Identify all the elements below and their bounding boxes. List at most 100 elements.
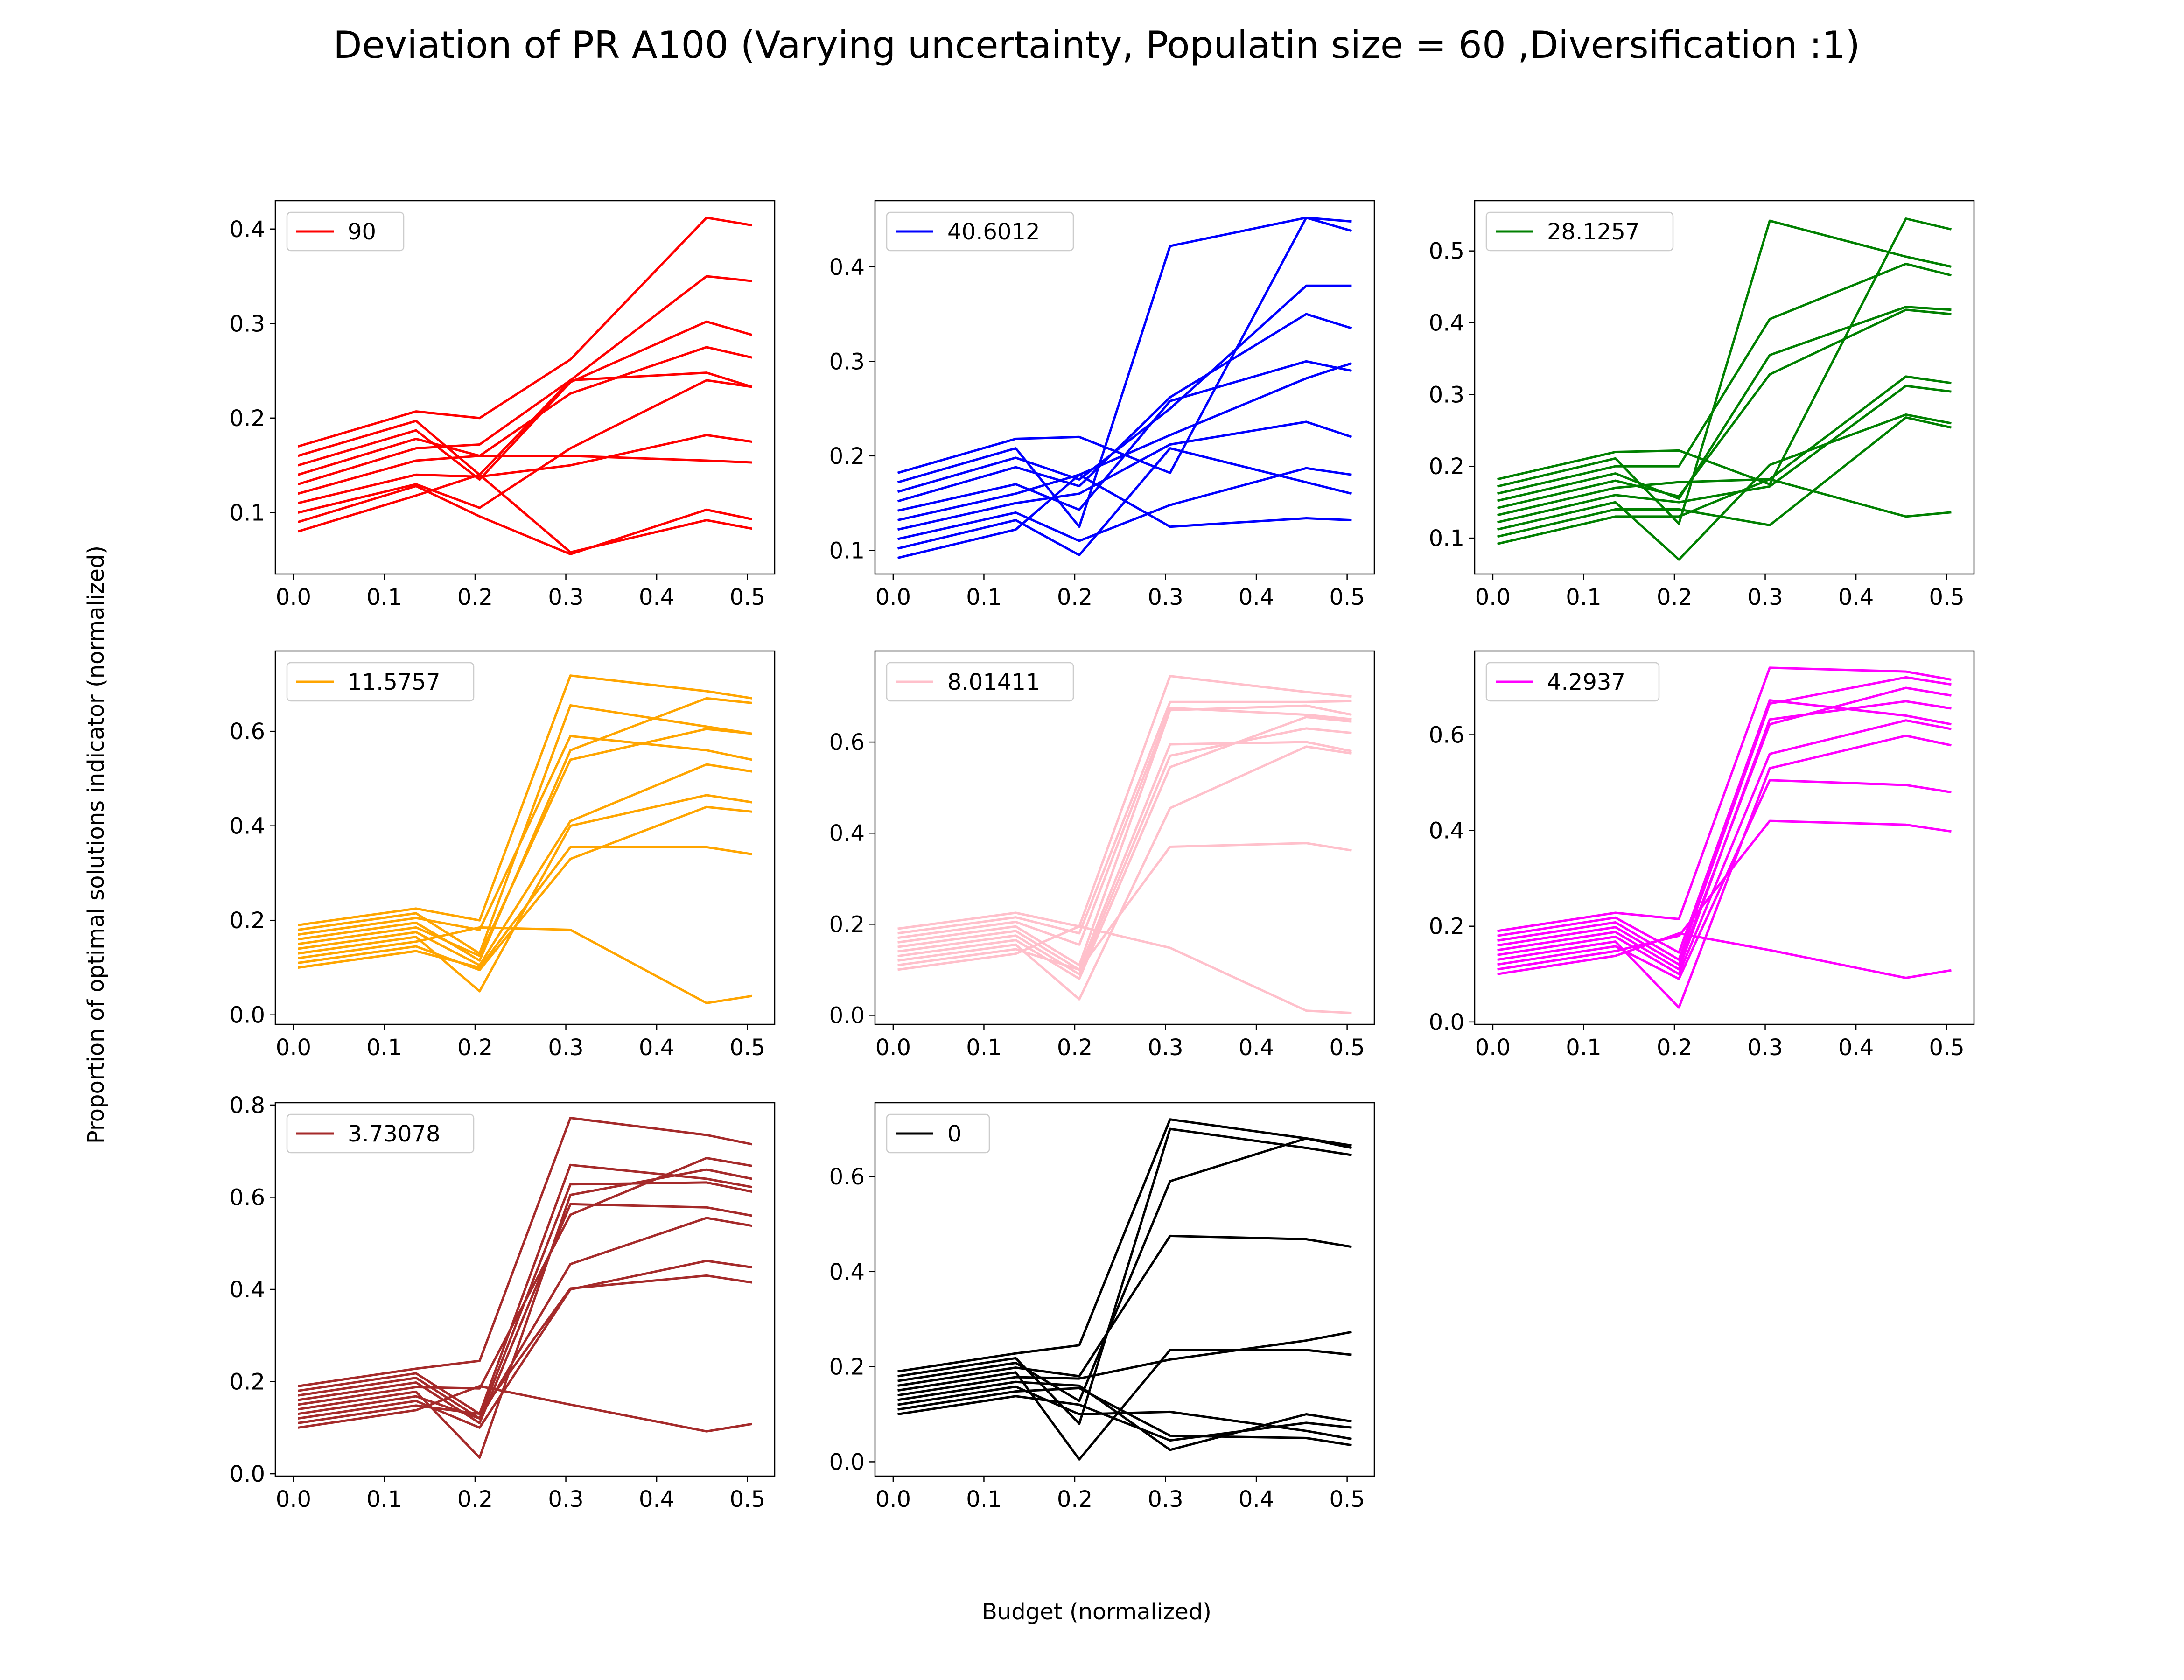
series-line-1 bbox=[298, 674, 752, 926]
legend-box bbox=[886, 662, 1074, 702]
series-line-4 bbox=[298, 1203, 752, 1424]
x-tick-label: 0.1 bbox=[366, 1035, 402, 1061]
legend-box bbox=[1485, 662, 1660, 702]
series-line-10 bbox=[298, 846, 752, 969]
x-tick-label: 0.4 bbox=[1838, 1035, 1874, 1061]
x-tick-label: 0.0 bbox=[875, 1035, 911, 1061]
x-tick-label: 0.1 bbox=[966, 1035, 1001, 1061]
legend: 3.73078 bbox=[286, 1113, 475, 1154]
y-tick-label: 0.0 bbox=[829, 1002, 865, 1029]
series-line-8 bbox=[298, 379, 752, 514]
legend-label: 90 bbox=[348, 219, 376, 245]
series-line-1 bbox=[897, 217, 1352, 474]
legend-label: 4.2937 bbox=[1547, 669, 1625, 695]
x-tick-label: 0.5 bbox=[1329, 584, 1365, 610]
legend-label: 11.5757 bbox=[348, 669, 441, 695]
y-tick-label: 0.6 bbox=[1429, 722, 1464, 748]
series-line-3 bbox=[297, 320, 753, 481]
series-line-2 bbox=[897, 217, 1352, 528]
x-tick-label: 0.0 bbox=[875, 1486, 911, 1512]
x-tick-label: 0.3 bbox=[1148, 1486, 1183, 1512]
series-line-5 bbox=[897, 741, 1352, 971]
plot-frame bbox=[1474, 650, 1975, 1025]
series-line-6 bbox=[1497, 375, 1952, 517]
y-tick-label: 0.6 bbox=[829, 1164, 865, 1190]
x-tick-label: 0.1 bbox=[966, 1486, 1001, 1512]
y-tick-label: 0.4 bbox=[829, 1259, 865, 1285]
x-tick-label: 0.4 bbox=[1239, 584, 1274, 610]
series-line-1 bbox=[1497, 217, 1952, 486]
series-line-6 bbox=[298, 763, 752, 966]
series-line-8 bbox=[298, 1260, 752, 1429]
series-line-6 bbox=[297, 455, 752, 495]
x-tick-label: 0.3 bbox=[1747, 1035, 1783, 1061]
legend-label: 3.73078 bbox=[348, 1121, 441, 1147]
x-tick-label: 0.2 bbox=[1057, 584, 1092, 610]
series-line-5 bbox=[1497, 308, 1952, 509]
x-tick-label: 0.4 bbox=[1239, 1486, 1274, 1512]
series-line-10 bbox=[1497, 478, 1952, 545]
series-line-8 bbox=[897, 745, 1352, 1001]
x-axis-label: Budget (normalized) bbox=[982, 1599, 1211, 1625]
series-line-4 bbox=[1497, 306, 1952, 502]
x-tick-label: 0.5 bbox=[1329, 1035, 1365, 1061]
series-line-9 bbox=[1497, 416, 1952, 538]
series-line-5 bbox=[1497, 700, 1952, 971]
x-tick-label: 0.2 bbox=[457, 1486, 493, 1512]
series-line-1 bbox=[298, 1117, 752, 1387]
y-tick-label: 0.2 bbox=[829, 443, 865, 469]
subplot-1: 0.0 0.1 0.2 0.3 0.4 0.5 0.1 0.2 0.3 0.4 90 bbox=[230, 200, 776, 610]
series-line-8 bbox=[897, 467, 1352, 542]
y-tick-label: 0.2 bbox=[230, 908, 265, 934]
x-tick-label: 0.5 bbox=[729, 584, 765, 610]
x-tick-label: 0.3 bbox=[1148, 1035, 1183, 1061]
x-tick-label: 0.3 bbox=[548, 1486, 583, 1512]
plot-frame bbox=[274, 200, 776, 575]
y-tick-label: 0.3 bbox=[1429, 382, 1464, 408]
x-tick-label: 0.1 bbox=[1566, 1035, 1601, 1061]
y-tick-label: 0.6 bbox=[230, 719, 265, 745]
x-tick-label: 0.2 bbox=[457, 584, 493, 610]
legend-label: 28.1257 bbox=[1547, 219, 1640, 245]
series-line-6 bbox=[897, 727, 1352, 976]
series-line-5 bbox=[298, 1157, 752, 1406]
x-tick-label: 0.4 bbox=[1239, 1035, 1274, 1061]
series-line-2 bbox=[298, 704, 752, 955]
y-tick-label: 0.0 bbox=[230, 1461, 265, 1487]
series-line-9 bbox=[298, 1274, 752, 1424]
x-tick-label: 0.3 bbox=[1148, 584, 1183, 610]
series-line-10 bbox=[298, 1385, 752, 1433]
y-tick-label: 0.5 bbox=[1429, 238, 1464, 265]
series-line-6 bbox=[1497, 719, 1952, 975]
x-tick-label: 0.5 bbox=[1929, 1035, 1964, 1061]
series-line-5 bbox=[297, 371, 753, 485]
y-tick-label: 0.4 bbox=[829, 820, 865, 847]
series-line-2 bbox=[1497, 699, 1952, 954]
series-line-10 bbox=[897, 925, 1352, 1015]
plot-frame bbox=[874, 1102, 1375, 1477]
x-tick-label: 0.0 bbox=[276, 1486, 311, 1512]
y-tick-label: 0.4 bbox=[829, 254, 865, 280]
series-line-10 bbox=[897, 1395, 1352, 1442]
x-tick-label: 0.3 bbox=[548, 1035, 583, 1061]
subplot-5: 0.0 0.1 0.2 0.3 0.4 0.5 0.0 0.2 0.4 0.6 8.01411 bbox=[829, 650, 1375, 1061]
subplot-6: 0.0 0.1 0.2 0.3 0.4 0.5 0.0 0.2 0.4 0.6 4.2937 bbox=[1429, 650, 1975, 1061]
x-tick-label: 0.4 bbox=[1838, 584, 1874, 610]
x-tick-label: 0.1 bbox=[366, 1486, 402, 1512]
y-tick-label: 0.6 bbox=[230, 1184, 265, 1211]
x-tick-label: 0.2 bbox=[457, 1035, 493, 1061]
subplot-8: 0.0 0.1 0.2 0.3 0.4 0.5 0.0 0.2 0.4 0.6 0 bbox=[829, 1102, 1375, 1512]
series-line-6 bbox=[897, 362, 1352, 522]
subplot-7: 0.0 0.1 0.2 0.3 0.4 0.5 0.0 0.2 0.4 0.6 0.8 3.73078 bbox=[230, 1092, 776, 1512]
series-line-9 bbox=[297, 485, 752, 555]
plot-frame bbox=[1474, 200, 1975, 575]
series-line-9 bbox=[298, 805, 752, 971]
series-line-9 bbox=[1497, 819, 1952, 971]
legend-box bbox=[886, 1113, 990, 1154]
y-tick-label: 0.4 bbox=[1429, 310, 1464, 336]
x-tick-label: 0.3 bbox=[1747, 584, 1783, 610]
legend-label: 0 bbox=[947, 1121, 962, 1147]
series-line-3 bbox=[897, 1137, 1352, 1402]
x-tick-label: 0.0 bbox=[276, 1035, 311, 1061]
